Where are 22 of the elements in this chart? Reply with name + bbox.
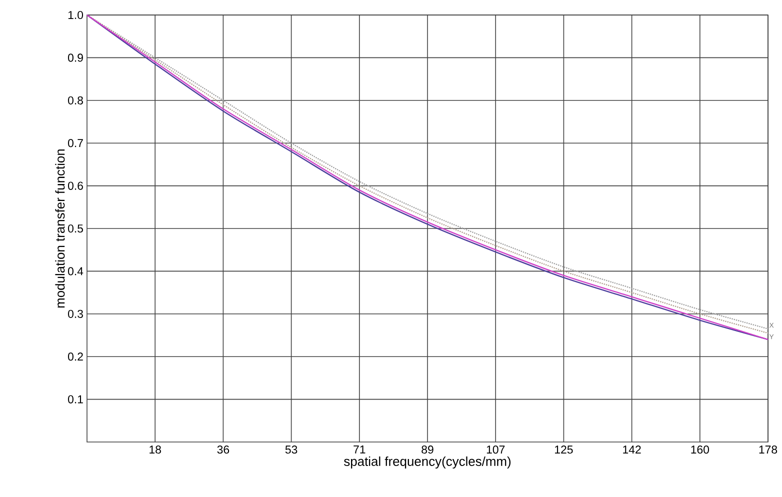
x-axis-title: spatial frequency(cycles/mm) [344,456,511,469]
x-tick-label: 160 [691,446,710,454]
x-tick-label: 36 [217,446,230,454]
y-tick-label: 0.2 [68,352,83,361]
x-tick-label: 18 [150,446,161,454]
y-tick-label: 0.4 [68,267,84,276]
x-tick-label: 53 [285,446,298,454]
y-tick-label: 0.3 [68,310,83,318]
x-tick-label: 71 [354,446,366,454]
y-axis-title: modulation transfer function [55,149,65,308]
y-tick-label: 0.5 [68,224,83,233]
x-tick-label: 125 [555,446,573,454]
x-tick-label: 142 [623,446,641,454]
y-tick-label: 0.9 [68,54,83,62]
x-tick-label: 107 [486,446,505,454]
x-tick-label: 89 [422,446,434,454]
y-tick-label: 0.1 [68,395,83,404]
y-tick-label: 0.8 [68,96,83,104]
y-tick-label: 0.7 [68,139,83,148]
x-tick-label: 178 [759,446,778,454]
y-tick-label: 1.0 [68,10,84,20]
y-tick-label: 0.6 [68,182,83,190]
